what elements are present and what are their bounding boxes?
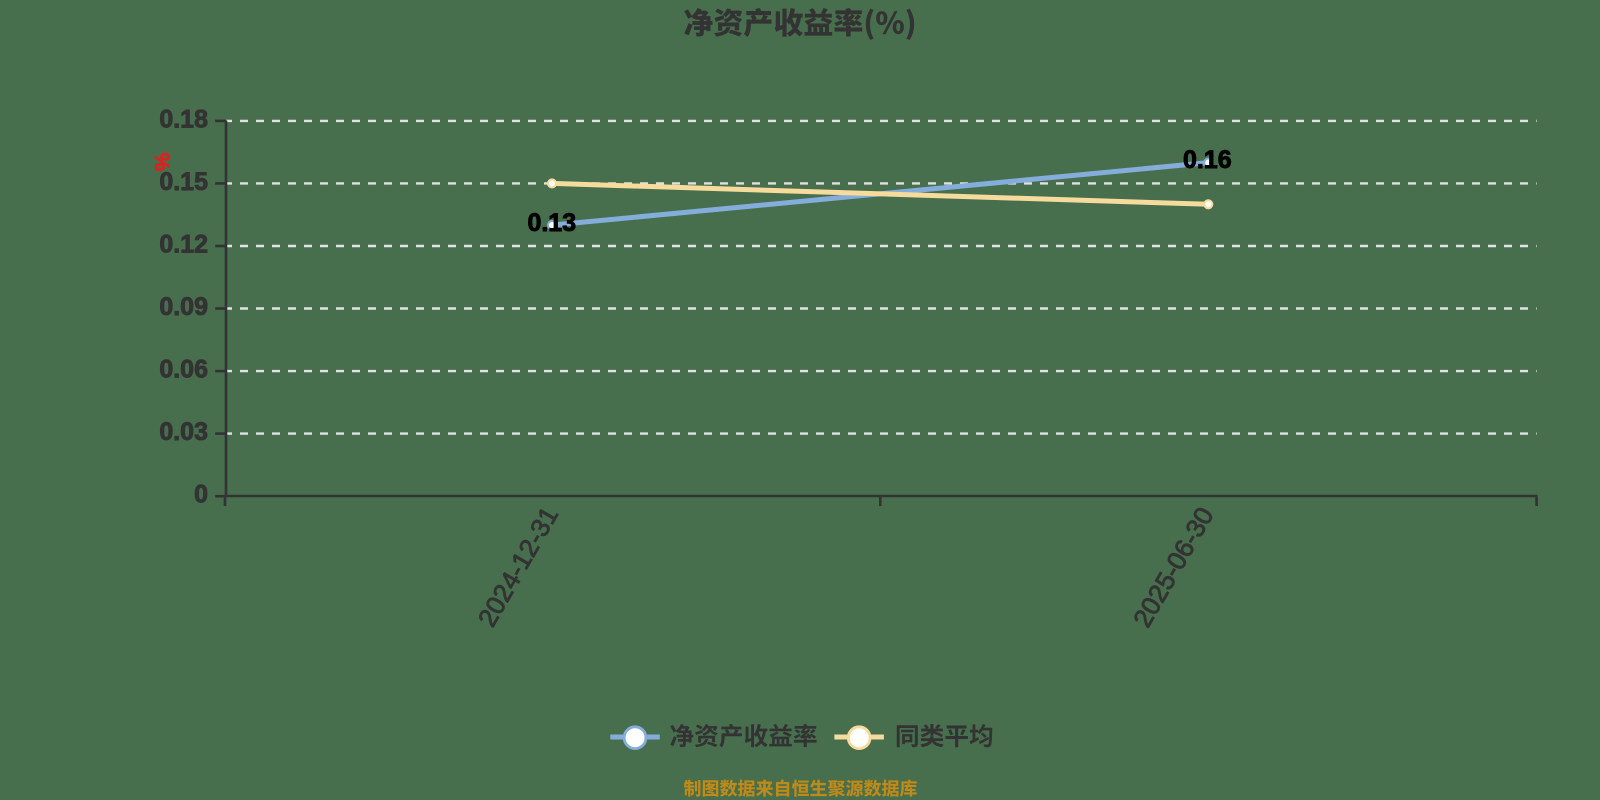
svg-text:0.15: 0.15 bbox=[159, 168, 208, 196]
svg-text:0.06: 0.06 bbox=[159, 356, 208, 384]
svg-text:0.18: 0.18 bbox=[159, 105, 208, 133]
svg-text:0: 0 bbox=[194, 481, 208, 509]
svg-text:0.12: 0.12 bbox=[159, 231, 208, 259]
svg-text:0.13: 0.13 bbox=[527, 209, 576, 237]
svg-text:%: % bbox=[150, 153, 173, 172]
svg-text:0.16: 0.16 bbox=[1183, 146, 1232, 174]
svg-text:0.09: 0.09 bbox=[159, 293, 208, 321]
svg-text:0.03: 0.03 bbox=[159, 418, 208, 446]
